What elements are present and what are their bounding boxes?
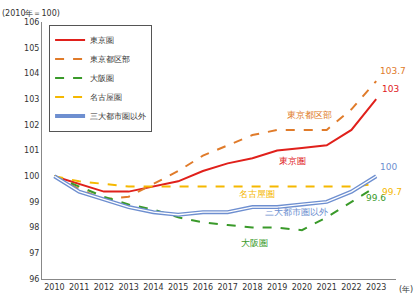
svg-text:103: 103 <box>24 95 39 104</box>
svg-text:東京圏: 東京圏 <box>279 156 306 166</box>
svg-text:大阪圏: 大阪圏 <box>241 238 268 248</box>
svg-text:2017: 2017 <box>217 283 237 292</box>
svg-text:(年): (年) <box>399 285 413 294</box>
svg-text:100: 100 <box>24 172 39 181</box>
svg-text:東京都区部: 東京都区部 <box>287 110 332 120</box>
svg-text:96: 96 <box>29 275 39 284</box>
svg-text:2023: 2023 <box>366 283 386 292</box>
svg-text:97: 97 <box>29 249 39 258</box>
svg-text:2018: 2018 <box>242 283 262 292</box>
svg-text:2015: 2015 <box>168 283 188 292</box>
svg-text:2010: 2010 <box>44 283 64 292</box>
svg-text:104: 104 <box>24 69 39 78</box>
svg-text:2020: 2020 <box>292 283 312 292</box>
svg-text:99: 99 <box>29 198 39 207</box>
svg-text:(2010年＝100): (2010年＝100) <box>2 9 60 18</box>
svg-text:大阪圏: 大阪圏 <box>90 74 114 83</box>
svg-text:106: 106 <box>24 18 39 27</box>
svg-text:103: 103 <box>382 84 399 94</box>
svg-text:99.7: 99.7 <box>382 187 402 197</box>
svg-text:2014: 2014 <box>143 283 163 292</box>
svg-text:名古屋圏: 名古屋圏 <box>90 93 122 102</box>
svg-text:2022: 2022 <box>341 283 361 292</box>
svg-text:103.7: 103.7 <box>380 66 406 76</box>
svg-text:99.6: 99.6 <box>366 193 386 203</box>
svg-text:102: 102 <box>24 121 39 130</box>
svg-text:東京圏: 東京圏 <box>90 36 114 45</box>
svg-text:2016: 2016 <box>193 283 213 292</box>
svg-text:2021: 2021 <box>317 283 337 292</box>
svg-text:三大都市圏以外: 三大都市圏以外 <box>90 112 146 121</box>
svg-text:2011: 2011 <box>69 283 89 292</box>
svg-text:名古屋圏: 名古屋圏 <box>239 189 275 199</box>
svg-text:2019: 2019 <box>267 283 287 292</box>
svg-text:98: 98 <box>29 223 39 232</box>
svg-text:100: 100 <box>380 162 397 172</box>
svg-text:101: 101 <box>24 146 39 155</box>
svg-text:2012: 2012 <box>94 283 114 292</box>
svg-text:105: 105 <box>24 44 39 53</box>
svg-text:東京都区部: 東京都区部 <box>90 55 130 64</box>
svg-text:2013: 2013 <box>118 283 138 292</box>
svg-text:三大都市圏以外: 三大都市圏以外 <box>265 207 328 217</box>
